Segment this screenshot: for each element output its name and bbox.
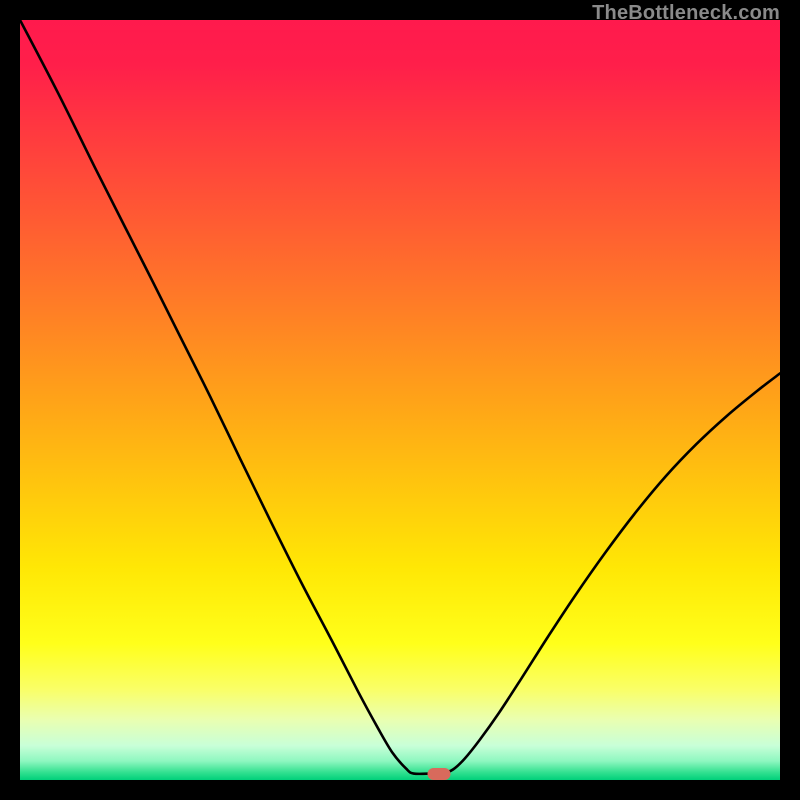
chart-frame: { "watermark": { "text": "TheBottleneck.… [0, 0, 800, 800]
curve-svg [20, 20, 780, 780]
plot-area: TheBottleneck.com [20, 20, 780, 780]
minimum-marker [427, 768, 450, 780]
bottleneck-curve [20, 20, 780, 774]
